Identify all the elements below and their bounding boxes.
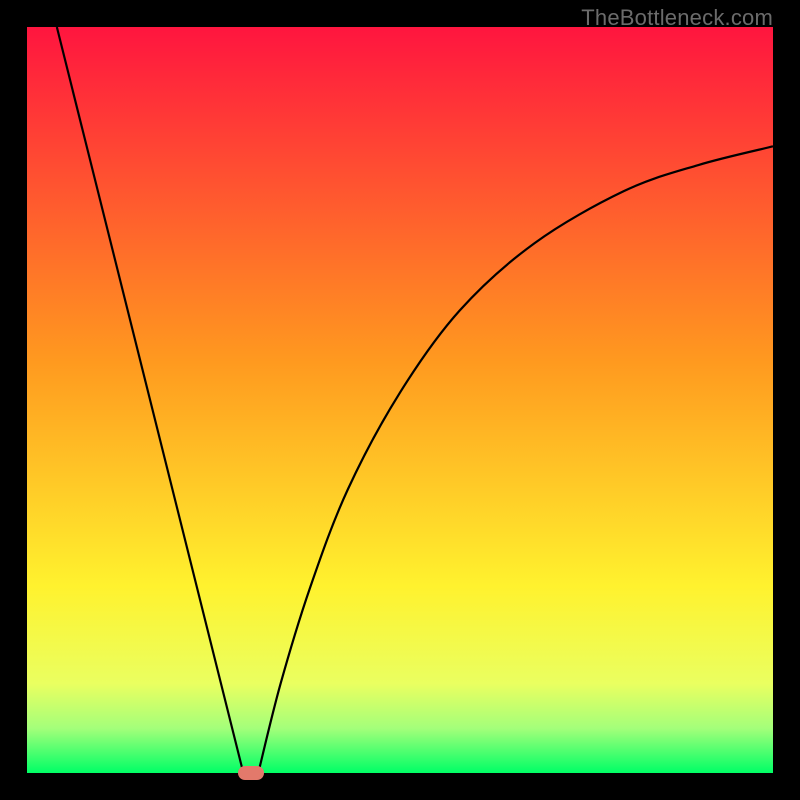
curve-right-branch — [258, 146, 773, 773]
bottleneck-curve — [0, 0, 800, 800]
curve-left-branch — [57, 27, 244, 773]
minimum-marker — [238, 766, 264, 780]
